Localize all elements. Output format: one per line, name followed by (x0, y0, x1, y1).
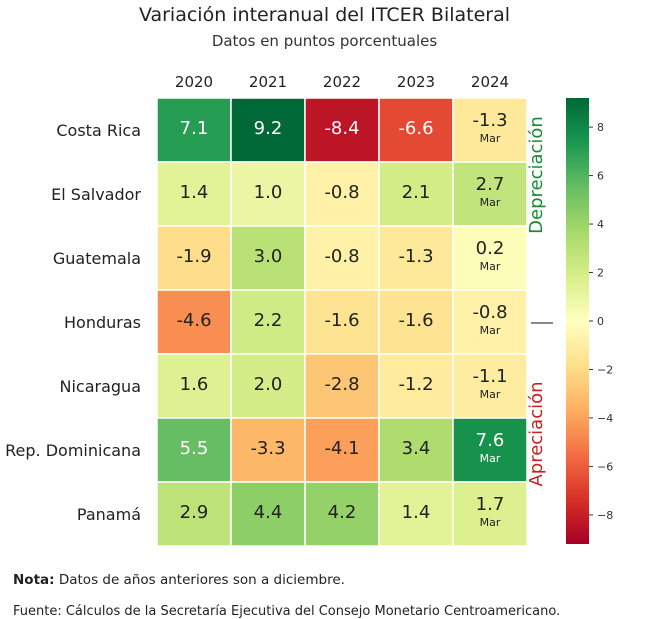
cell-month-label: Mar (480, 132, 501, 145)
heatmap-cell (378, 97, 454, 163)
colorbar-tick-label: 0 (597, 315, 604, 328)
cell-value-label: -1.6 (324, 310, 359, 331)
colorbar-tick-label: −6 (597, 460, 613, 473)
cell-value-label: -1.6 (398, 310, 433, 331)
heatmap-cell (304, 481, 380, 547)
cell-value-label: 2.7 (476, 174, 505, 195)
row-label: Guatemala (53, 249, 141, 268)
cell-value-label: -6.6 (398, 118, 433, 139)
cell-value-label: 2.0 (254, 374, 283, 395)
cell-value-label: -4.6 (176, 310, 211, 331)
heatmap-cell (230, 225, 306, 291)
column-header: 2023 (397, 73, 435, 91)
heatmap-cell (156, 417, 232, 483)
row-label: Costa Rica (56, 121, 141, 140)
cell-value-label: 0.2 (476, 238, 505, 259)
cell-month-label: Mar (480, 260, 501, 273)
cell-value-label: -1.1 (472, 366, 507, 387)
chart-subtitle: Datos en puntos porcentuales (211, 32, 438, 50)
heatmap-cell (230, 481, 306, 547)
row-label: Rep. Dominicana (5, 441, 141, 460)
heatmap-cell (304, 417, 380, 483)
cell-value-label: -0.8 (472, 302, 507, 323)
heatmap-cell (452, 481, 528, 547)
colorbar (566, 98, 589, 544)
heatmap-cell (304, 97, 380, 163)
heatmap-cell (378, 353, 454, 419)
heatmap-cell (156, 225, 232, 291)
cell-month-label: Mar (480, 388, 501, 401)
cell-value-label: 2.9 (180, 502, 209, 523)
cell-month-label: Mar (480, 516, 501, 529)
row-label: El Salvador (51, 185, 141, 204)
heatmap-cell (378, 289, 454, 355)
cell-month-label: Mar (480, 452, 501, 465)
column-header: 2021 (249, 73, 287, 91)
heatmap-cell (156, 481, 232, 547)
source-note: Fuente: Cálculos de la Secretaría Ejecut… (13, 604, 561, 619)
column-header: 2024 (471, 73, 509, 91)
heatmap-cell (304, 289, 380, 355)
cell-value-label: 7.1 (180, 118, 209, 139)
heatmap-cell (230, 353, 306, 419)
colorbar-tick-label: 8 (597, 121, 604, 134)
heatmap-cell (378, 481, 454, 547)
cell-month-label: Mar (480, 324, 501, 337)
cell-value-label: -1.3 (398, 246, 433, 267)
row-label: Nicaragua (60, 377, 142, 396)
cell-value-label: -3.3 (250, 438, 285, 459)
cell-value-label: -1.2 (398, 374, 433, 395)
cell-value-label: -0.8 (324, 246, 359, 267)
heatmap-cell (452, 417, 528, 483)
depreciation-label: Depreciación (526, 116, 547, 234)
cell-value-label: 9.2 (254, 118, 283, 139)
heatmap-cell (156, 161, 232, 227)
heatmap-cell (452, 289, 528, 355)
heatmap-cell (452, 353, 528, 419)
cell-month-label: Mar (480, 196, 501, 209)
cell-value-label: -1.9 (176, 246, 211, 267)
cell-value-label: -0.8 (324, 182, 359, 203)
heatmap-cell (378, 417, 454, 483)
cell-value-label: 7.6 (476, 430, 505, 451)
cell-value-label: 1.4 (402, 502, 431, 523)
cell-value-label: 4.2 (328, 502, 357, 523)
appreciation-label: Apreciación (526, 381, 547, 486)
heatmap-cell (452, 161, 528, 227)
cell-value-label: 2.1 (402, 182, 431, 203)
cell-value-label: 1.0 (254, 182, 283, 203)
cell-value-label: -1.3 (472, 110, 507, 131)
cell-value-label: 5.5 (180, 438, 209, 459)
footnote-label: Nota: (13, 572, 55, 588)
colorbar-tick-label: −2 (597, 363, 613, 376)
cell-value-label: 3.4 (402, 438, 431, 459)
cell-value-label: -2.8 (324, 374, 359, 395)
cell-value-label: 1.6 (180, 374, 209, 395)
cell-value-label: -4.1 (324, 438, 359, 459)
footnote-text: Datos de años anteriores son a diciembre… (58, 572, 345, 588)
colorbar-tick-label: 6 (597, 170, 604, 183)
row-label: Panamá (77, 505, 141, 524)
cell-value-label: -8.4 (324, 118, 359, 139)
cell-value-label: 1.7 (476, 494, 505, 515)
row-label: Honduras (64, 313, 141, 332)
cell-value-label: 4.4 (254, 502, 283, 523)
colorbar-tick-label: −8 (597, 509, 613, 522)
column-header: 2020 (175, 73, 213, 91)
colorbar-tick-label: 4 (597, 218, 604, 231)
colorbar-tick-label: 2 (597, 267, 604, 280)
footnote: Nota: Datos de años anteriores son a dic… (13, 572, 345, 588)
cell-value-label: 3.0 (254, 246, 283, 267)
column-header: 2022 (323, 73, 361, 91)
cell-value-label: 1.4 (180, 182, 209, 203)
heatmap-cell (378, 161, 454, 227)
heatmap-cell (156, 97, 232, 163)
cell-value-label: 2.2 (254, 310, 283, 331)
colorbar-tick-label: −4 (597, 412, 613, 425)
heatmap-cell (304, 225, 380, 291)
chart-title: Variación interanual del ITCER Bilateral (138, 4, 511, 26)
